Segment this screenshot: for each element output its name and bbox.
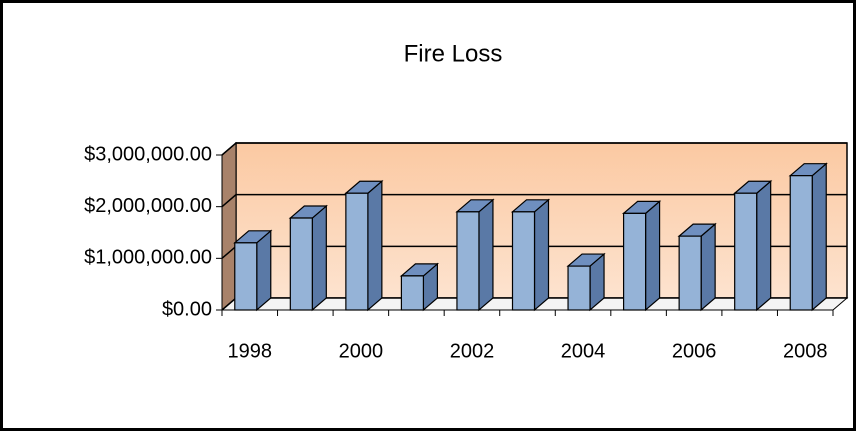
bar — [566, 252, 606, 312]
bar-side — [478, 198, 494, 312]
bar-side — [700, 222, 716, 312]
bar-side — [756, 179, 772, 312]
x-tick-label: 2006 — [672, 340, 717, 362]
bar — [788, 162, 828, 312]
chart-title: Fire Loss — [404, 40, 503, 67]
bar — [677, 222, 717, 312]
bar-side — [533, 198, 550, 312]
bar-front — [789, 175, 813, 311]
bar — [233, 229, 273, 312]
bar — [399, 262, 440, 312]
x-tick-label: 2000 — [339, 340, 384, 362]
y-tick-label: $1,000,000.00 — [84, 247, 212, 269]
bar — [344, 179, 384, 312]
bar-front — [678, 235, 702, 311]
bar — [510, 198, 551, 312]
bar-front — [345, 192, 369, 311]
bar — [621, 200, 662, 312]
bar-side — [644, 200, 661, 312]
bar-front — [400, 275, 425, 311]
bar-front — [289, 217, 313, 311]
side-wall — [221, 141, 237, 312]
bar — [288, 204, 328, 312]
bar-side — [811, 162, 827, 312]
bar — [455, 198, 495, 312]
bar-front — [234, 242, 258, 311]
bar-front — [456, 211, 480, 311]
bar-front — [567, 265, 591, 311]
y-tick-label: $2,000,000.00 — [84, 195, 212, 217]
y-tick-label: $3,000,000.00 — [84, 143, 212, 165]
bar — [733, 179, 773, 312]
bar-side — [311, 204, 327, 312]
x-tick-label: 1998 — [228, 340, 273, 362]
grid-line — [221, 193, 847, 208]
y-tick-label: $0.00 — [162, 298, 212, 320]
bar-front — [734, 192, 758, 311]
x-tick-label: 2008 — [783, 340, 828, 362]
bar-front — [511, 211, 536, 311]
x-tick-label: 2002 — [450, 340, 495, 362]
x-tick-label: 2004 — [561, 340, 606, 362]
bar-side — [256, 229, 272, 312]
grid-line — [221, 142, 847, 156]
bar-side — [367, 179, 383, 312]
bar-front — [622, 212, 647, 311]
